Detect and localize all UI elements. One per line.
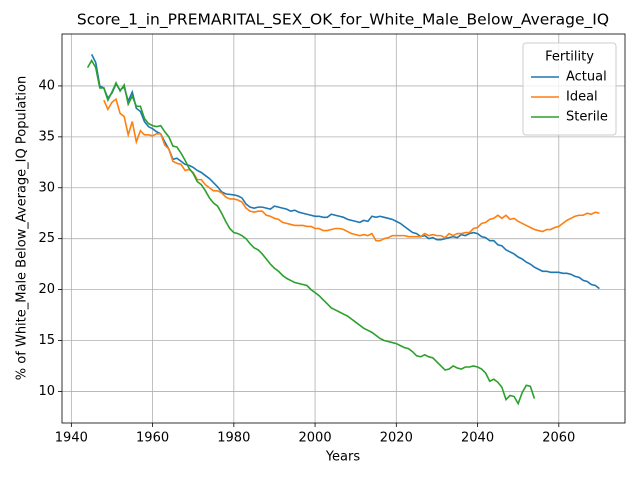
line-series	[103, 97, 600, 242]
x-tick-label: 2060	[542, 431, 575, 446]
x-tick-label: 2000	[299, 431, 332, 446]
legend: Fertility Actual Ideal Sterile	[522, 42, 617, 136]
legend-title: Fertility	[545, 50, 594, 65]
y-tick-label: 15	[38, 333, 55, 348]
y-axis-label: % of White_Male Below_Average_IQ Populat…	[15, 76, 30, 380]
line-series	[86, 58, 536, 406]
x-tick-label: 1960	[136, 431, 169, 446]
y-tick-label: 25	[38, 231, 55, 246]
x-axis-label: Years	[325, 450, 361, 465]
x-tick-label: 1980	[217, 431, 250, 446]
plot-frame	[61, 33, 626, 424]
y-tick-label: 30	[38, 180, 55, 195]
legend-label: Actual	[566, 70, 607, 85]
y-tick-label: 40	[38, 78, 55, 93]
legend-label: Sterile	[566, 110, 608, 125]
legend-label: Ideal	[566, 90, 598, 105]
x-tick-label: 2040	[461, 431, 494, 446]
y-tick-label: 35	[38, 129, 55, 144]
x-tick-label: 1940	[55, 431, 88, 446]
line-series	[90, 54, 600, 290]
chart-title: Score_1_in_PREMARITAL_SEX_OK_for_White_M…	[77, 11, 609, 30]
legend-box	[522, 42, 617, 136]
y-tick-label: 20	[38, 282, 55, 297]
x-tick-label: 2020	[380, 431, 413, 446]
y-tick-label: 10	[38, 384, 55, 399]
